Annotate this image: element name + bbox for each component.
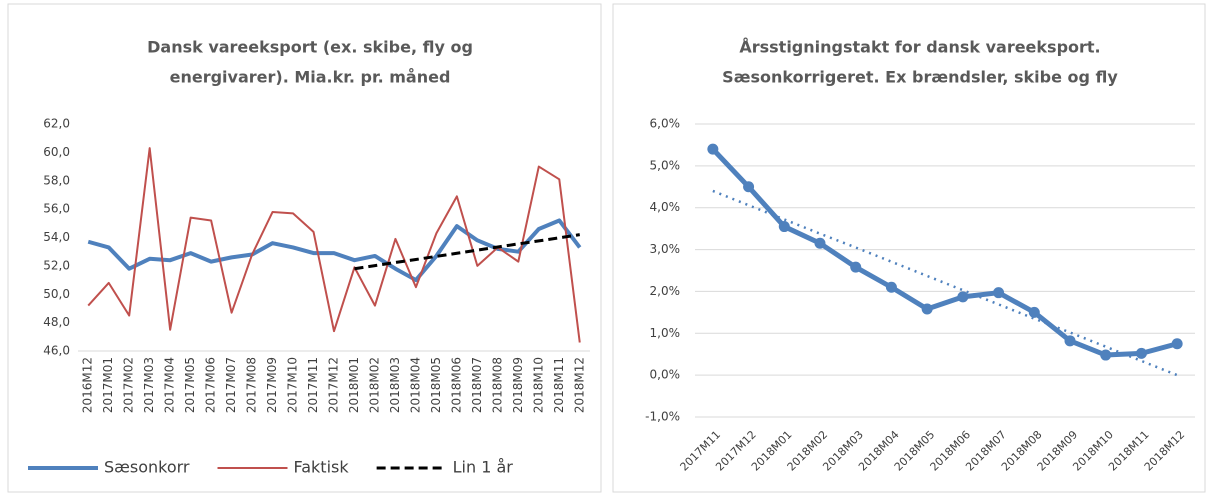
x-tick-label: 2017M09 xyxy=(265,357,279,413)
y-tick-label: 54,0 xyxy=(43,230,70,244)
x-tick-label: 2017M04 xyxy=(163,357,177,413)
x-tick-label: 2017M03 xyxy=(142,357,156,413)
point xyxy=(1171,338,1183,350)
y-tick-label: 3,0% xyxy=(650,242,681,256)
legend-label: Lin 1 år xyxy=(453,458,514,477)
x-tick-label: 2018M12 xyxy=(572,357,586,413)
y-tick-label: 50,0 xyxy=(43,287,70,301)
y-tick-label: 6,0% xyxy=(650,117,681,131)
point xyxy=(1064,335,1076,347)
x-tick-label: 2017M06 xyxy=(204,357,218,413)
x-tick-label: 2018M07 xyxy=(470,357,484,413)
x-tick-label: 2018M11 xyxy=(552,357,566,413)
x-tick-label: 2018M08 xyxy=(490,357,504,413)
y-tick-label: 56,0 xyxy=(43,202,70,216)
chart-title: Sæsonkorrigeret. Ex brændsler, skibe og … xyxy=(722,68,1118,87)
x-tick-label: 2018M02 xyxy=(367,357,381,413)
series-line xyxy=(87,218,582,283)
y-tick-label: 5,0% xyxy=(650,158,681,172)
y-tick-label: 2,0% xyxy=(650,284,681,298)
point xyxy=(957,291,969,303)
chart-title: Årsstigningstakt for dansk vareeksport. xyxy=(739,38,1100,57)
x-tick-label: 2018M05 xyxy=(429,357,443,413)
x-tick-label: 2018M10 xyxy=(531,357,545,413)
x-tick-label: 2016M12 xyxy=(81,357,95,413)
y-tick-label: 60,0 xyxy=(43,145,70,159)
point xyxy=(1028,306,1040,318)
x-tick-label: 2018M01 xyxy=(347,357,361,413)
point xyxy=(814,237,826,249)
point xyxy=(850,261,862,273)
y-tick-label: 48,0 xyxy=(43,315,70,329)
y-tick-label: 46,0 xyxy=(43,344,70,358)
x-tick-label: 2017M10 xyxy=(286,357,300,413)
y-tick-label: -1,0% xyxy=(645,410,680,424)
point xyxy=(885,281,897,293)
point xyxy=(921,303,933,315)
y-tick-label: 62,0 xyxy=(43,117,70,131)
x-tick-label: 2017M12 xyxy=(327,357,341,413)
y-tick-label: 52,0 xyxy=(43,258,70,272)
x-tick-label: 2018M04 xyxy=(408,357,422,413)
point xyxy=(993,287,1005,299)
point xyxy=(778,221,790,233)
series-line xyxy=(711,147,1178,358)
x-tick-label: 2017M05 xyxy=(183,357,197,413)
point xyxy=(1100,349,1112,361)
x-tick-label: 2017M01 xyxy=(101,357,115,413)
x-tick-label: 2018M06 xyxy=(449,357,463,413)
chart-title: Dansk vareeksport (ex. skibe, fly og xyxy=(147,38,473,57)
x-tick-label: 2018M09 xyxy=(511,357,525,413)
series-line xyxy=(354,233,580,271)
y-tick-label: 58,0 xyxy=(43,173,70,187)
x-tick-label: 2017M08 xyxy=(245,357,259,413)
x-tick-label: 2017M07 xyxy=(224,357,238,413)
x-tick-label: 2017M11 xyxy=(306,357,320,413)
legend-label: Sæsonkorr xyxy=(104,458,190,477)
y-tick-label: 1,0% xyxy=(650,326,681,340)
y-tick-label: 0,0% xyxy=(650,368,681,382)
x-tick-label: 2017M02 xyxy=(122,357,136,413)
y-tick-label: 4,0% xyxy=(650,200,681,214)
point xyxy=(1135,347,1147,359)
legend-label: Faktisk xyxy=(294,458,350,477)
point xyxy=(743,181,755,193)
chart-title: energivarer). Mia.kr. pr. måned xyxy=(170,68,451,87)
panel xyxy=(612,3,1206,493)
point xyxy=(707,143,719,155)
x-tick-label: 2018M03 xyxy=(388,357,402,413)
